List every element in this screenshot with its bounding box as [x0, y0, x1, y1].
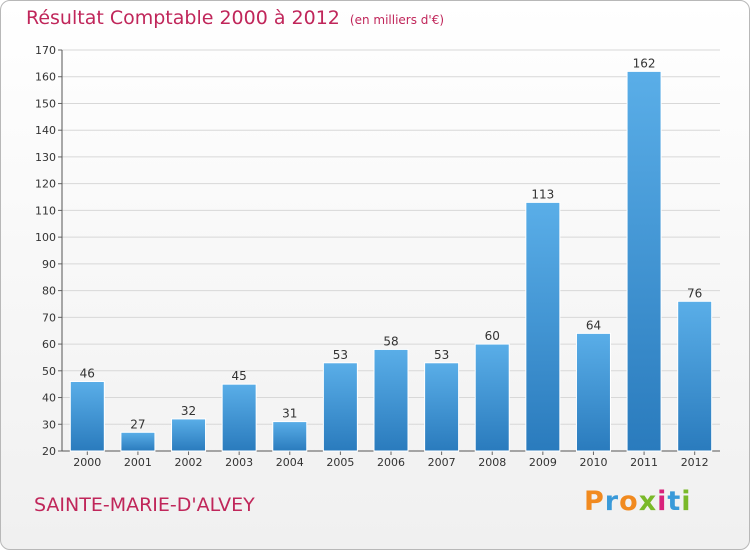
proxiti-logo[interactable]: Proxiti — [584, 486, 692, 517]
data-label-2002: 32 — [181, 404, 196, 418]
x-tick-label: 2002 — [175, 456, 203, 469]
x-tick-label: 2001 — [124, 456, 152, 469]
bar-2004 — [272, 421, 308, 452]
y-tick-label: 20 — [42, 445, 56, 458]
bar-2007 — [424, 362, 460, 452]
x-tick-label: 2006 — [377, 456, 405, 469]
data-label-2011: 162 — [633, 56, 656, 70]
logo-letter: t — [667, 486, 682, 517]
x-tick-label: 2008 — [478, 456, 506, 469]
y-tick-label: 160 — [35, 71, 56, 84]
logo-letter: o — [619, 486, 639, 517]
y-tick-label: 120 — [35, 178, 56, 191]
x-tick-label: 2003 — [225, 456, 253, 469]
y-tick-label: 60 — [42, 338, 56, 351]
y-tick-label: 130 — [35, 151, 56, 164]
chart-title: Résultat Comptable 2000 à 2012 (en millie… — [26, 7, 444, 29]
chart-subtitle: (en milliers d'€) — [349, 13, 445, 27]
x-tick-label: 2012 — [681, 456, 709, 469]
data-label-2006: 58 — [383, 334, 398, 348]
bar-2002 — [171, 418, 207, 452]
bar-2011 — [626, 70, 662, 452]
x-tick-label: 2007 — [428, 456, 456, 469]
y-tick-label: 110 — [35, 204, 56, 217]
y-tick-label: 90 — [42, 258, 56, 271]
bar-2005 — [322, 362, 358, 452]
data-label-2001: 27 — [130, 417, 145, 431]
logo-letter: P — [584, 486, 605, 517]
y-tick-label: 140 — [35, 124, 56, 137]
x-tick-label: 2005 — [326, 456, 354, 469]
logo-letter: i — [681, 486, 692, 517]
bar-2006 — [373, 348, 409, 452]
bar-2008 — [474, 343, 510, 452]
x-tick-label: 2000 — [73, 456, 101, 469]
bar-2012 — [677, 300, 713, 452]
y-tick-label: 30 — [42, 418, 56, 431]
logo-letter: x — [638, 486, 658, 517]
commune-name: SAINTE-MARIE-D'ALVEY — [34, 494, 255, 516]
bars — [69, 70, 713, 452]
data-label-2012: 76 — [687, 286, 702, 300]
x-tick-label: 2009 — [529, 456, 557, 469]
data-labels: 46 27 32 45 31 53 58 53 60 113 64 162 76 — [80, 56, 703, 431]
x-tick-label: 2011 — [630, 456, 658, 469]
bar-2001 — [120, 431, 156, 452]
x-tick-label: 2010 — [579, 456, 607, 469]
y-tick-label: 50 — [42, 365, 56, 378]
data-label-2008: 60 — [485, 329, 500, 343]
data-label-2005: 53 — [333, 348, 348, 362]
bar-2003 — [221, 383, 257, 452]
data-label-2010: 64 — [586, 318, 601, 332]
bar-2000 — [69, 380, 105, 452]
y-tick-label: 150 — [35, 97, 56, 110]
y-tick-label: 80 — [42, 285, 56, 298]
logo-letter: i — [657, 486, 668, 517]
data-label-2007: 53 — [434, 348, 449, 362]
data-label-2000: 46 — [80, 366, 95, 380]
x-tick-label: 2004 — [276, 456, 304, 469]
y-tick-label: 100 — [35, 231, 56, 244]
bar-2010 — [575, 332, 611, 452]
chart-title-text: Résultat Comptable 2000 à 2012 — [26, 7, 340, 29]
data-label-2003: 45 — [232, 369, 247, 383]
y-tick-label: 70 — [42, 311, 56, 324]
data-label-2004: 31 — [282, 407, 297, 421]
y-tick-label: 40 — [42, 392, 56, 405]
data-label-2009: 113 — [531, 187, 554, 201]
y-tick-label: 170 — [35, 44, 56, 57]
bar-2009 — [525, 201, 561, 452]
logo-letter: r — [604, 486, 620, 517]
